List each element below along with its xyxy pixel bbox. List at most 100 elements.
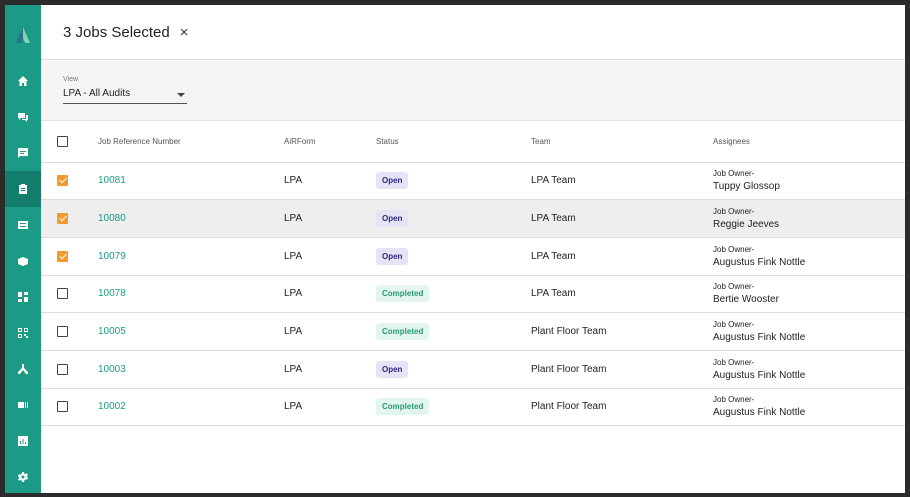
table-row[interactable]: 10002 LPA Completed Plant Floor Team Job Own…: [41, 388, 905, 426]
column-header[interactable]: Assignees: [713, 137, 750, 147]
column-header[interactable]: Status: [376, 137, 399, 147]
row-checkbox[interactable]: [57, 288, 68, 300]
team-cell: Plant Floor Team: [531, 326, 607, 338]
sidebar-item-messages[interactable]: [5, 135, 41, 171]
sidebar-item-settings[interactable]: [5, 459, 41, 493]
clear-selection-button[interactable]: ×: [179, 23, 189, 41]
status-badge: Completed: [376, 285, 430, 303]
assignee-role: Job Owner-: [713, 169, 755, 179]
job-reference-link[interactable]: 10081: [98, 175, 126, 187]
row-checkbox[interactable]: [57, 326, 68, 338]
status-badge: Open: [376, 247, 409, 265]
status-badge: Completed: [376, 323, 430, 341]
assignee-name: Augustus Fink Nottle: [713, 407, 806, 419]
sidebar-item-list[interactable]: [5, 207, 41, 243]
status-badge: Completed: [376, 398, 430, 416]
view-select[interactable]: LPA - All Audits: [63, 88, 187, 104]
chart-icon: [18, 436, 28, 446]
status-badge: Open: [376, 172, 409, 190]
job-reference-link[interactable]: 10079: [98, 250, 126, 262]
sidebar-item-home[interactable]: [5, 63, 41, 99]
status-badge: Open: [376, 210, 409, 228]
assignee-name: Reggie Jeeves: [713, 219, 780, 231]
table-row[interactable]: 10081 LPA Open LPA Team Job Owner- Tuppy Glos…: [41, 162, 905, 200]
sidebar-item-chat[interactable]: [5, 99, 41, 135]
network-icon: [18, 364, 28, 374]
sidebar-item-reports[interactable]: [5, 423, 41, 459]
row-checkbox[interactable]: [57, 175, 68, 187]
assignee-role: Job Owner-: [713, 207, 755, 217]
assignee-role: Job Owner-: [713, 244, 755, 254]
settings-icon: [18, 472, 28, 482]
view-selected-value: LPA - All Audits: [63, 88, 131, 99]
assignee-name: Augustus Fink Nottle: [713, 256, 806, 268]
assignee-name: Bertie Wooster: [713, 294, 779, 306]
view-label: View: [63, 76, 79, 83]
dashboard-icon: [18, 292, 28, 302]
table-row[interactable]: 10079 LPA Open LPA Team Job Owner- Augustus F…: [41, 237, 905, 275]
team-cell: LPA Team: [531, 213, 576, 225]
sidebar: [5, 5, 41, 493]
row-checkbox[interactable]: [57, 212, 68, 224]
sidebar-item-qr[interactable]: [5, 315, 41, 351]
job-reference-link[interactable]: 10005: [98, 326, 126, 338]
chat-icon: [18, 113, 28, 122]
page-title: 3 Jobs Selected: [63, 23, 170, 41]
column-header[interactable]: Job Reference Number: [98, 137, 181, 147]
box-icon: [18, 257, 28, 266]
selection-header: 3 Jobs Selected ×: [41, 5, 905, 60]
assignee-role: Job Owner-: [713, 282, 755, 292]
sidebar-item-dashboard[interactable]: [5, 279, 41, 315]
table-row[interactable]: 10078 LPA Completed LPA Team Job Owner- Berti…: [41, 275, 905, 313]
sidebar-item-jobs[interactable]: [5, 171, 41, 207]
job-reference-link[interactable]: 10080: [98, 213, 126, 225]
airform-cell: LPA: [284, 326, 303, 338]
list-icon: [18, 221, 28, 229]
main-content: 3 Jobs Selected × View LPA - All Audits …: [41, 5, 905, 493]
job-reference-link[interactable]: 10078: [98, 288, 126, 300]
job-reference-link[interactable]: 10003: [98, 363, 126, 375]
airform-cell: LPA: [284, 213, 303, 225]
sidebar-item-network[interactable]: [5, 351, 41, 387]
assignee-role: Job Owner-: [713, 357, 755, 367]
home-icon: [18, 76, 28, 86]
table-row[interactable]: 10005 LPA Completed Plant Floor Team Job Own…: [41, 312, 905, 351]
assignee-name: Tuppy Glossop: [713, 181, 780, 193]
jobs-table: Job Reference Number AiRForm Status Team…: [41, 122, 905, 426]
logo-icon: [16, 27, 30, 43]
assignee-name: Augustus Fink Nottle: [713, 332, 806, 344]
qr-icon: [18, 328, 28, 338]
assignee-role: Job Owner-: [713, 395, 755, 405]
app-window: 3 Jobs Selected × View LPA - All Audits …: [5, 5, 905, 493]
select-all-checkbox[interactable]: [57, 136, 68, 148]
status-badge: Open: [376, 360, 409, 378]
table-header-row: Job Reference Number AiRForm Status Team…: [41, 122, 905, 162]
assignee-role: Job Owner-: [713, 320, 755, 330]
table-body: 10081 LPA Open LPA Team Job Owner- Tuppy Glos…: [41, 162, 905, 426]
airform-cell: LPA: [284, 401, 303, 413]
id-card-icon: [18, 402, 28, 408]
message-icon: [18, 148, 28, 158]
sidebar-item-id-card[interactable]: [5, 387, 41, 423]
app-logo[interactable]: [5, 5, 41, 65]
chevron-down-icon: [177, 93, 185, 97]
job-reference-link[interactable]: 10002: [98, 401, 126, 413]
row-checkbox[interactable]: [57, 363, 68, 375]
row-checkbox[interactable]: [57, 250, 68, 262]
table-row[interactable]: 10080 LPA Open LPA Team Job Owner- Reggie Jee…: [41, 199, 905, 238]
column-header[interactable]: AiRForm: [284, 137, 316, 147]
sidebar-item-box[interactable]: [5, 243, 41, 279]
team-cell: Plant Floor Team: [531, 363, 607, 375]
team-cell: LPA Team: [531, 175, 576, 187]
assignee-name: Augustus Fink Nottle: [713, 369, 806, 381]
view-filter-bar: View LPA - All Audits: [41, 61, 905, 121]
table-row[interactable]: 10003 LPA Open Plant Floor Team Job Owner- Au…: [41, 350, 905, 388]
row-checkbox[interactable]: [57, 401, 68, 413]
clipboard-icon: [19, 184, 27, 194]
team-cell: LPA Team: [531, 288, 576, 300]
airform-cell: LPA: [284, 363, 303, 375]
column-header[interactable]: Team: [531, 137, 551, 147]
team-cell: LPA Team: [531, 250, 576, 262]
airform-cell: LPA: [284, 288, 303, 300]
